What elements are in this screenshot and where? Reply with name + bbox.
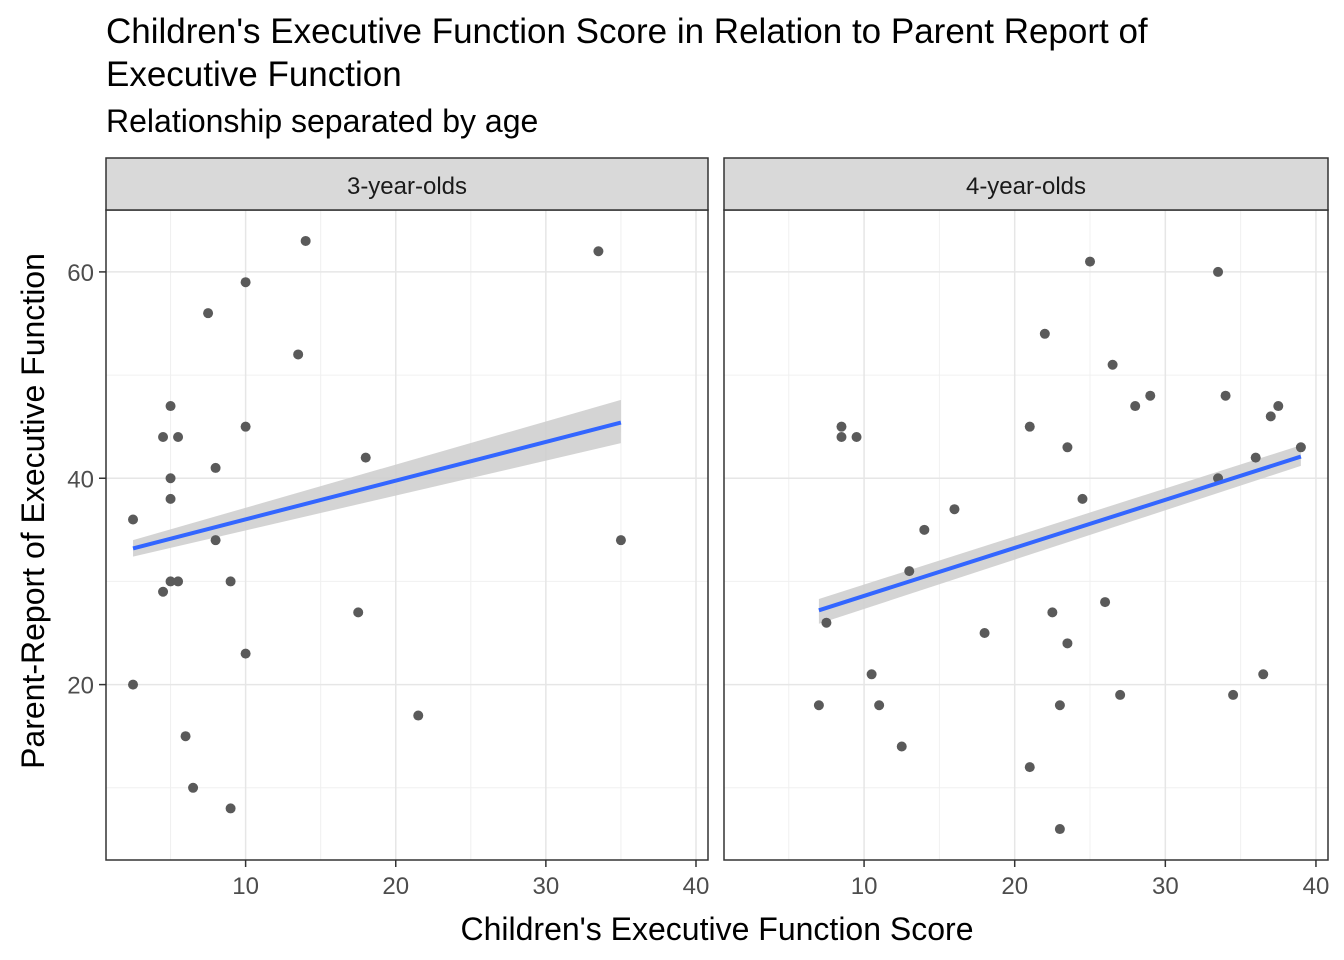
data-point — [1047, 607, 1058, 618]
data-point — [128, 514, 139, 525]
data-point — [1039, 328, 1050, 339]
data-point — [836, 431, 847, 442]
data-point — [203, 308, 214, 319]
regression-line — [818, 454, 1302, 613]
data-point — [180, 731, 191, 742]
data-point — [165, 473, 176, 484]
data-point — [813, 700, 824, 711]
data-point — [1024, 421, 1035, 432]
x-tick-label: 20 — [382, 873, 409, 900]
data-point — [1054, 824, 1065, 835]
data-point — [593, 246, 604, 257]
data-point — [979, 628, 990, 639]
data-point — [240, 648, 251, 659]
data-point — [1273, 401, 1284, 412]
data-point — [1024, 762, 1035, 773]
facet-panel: 3-year-olds 10 20 30 40 20 40 60 — [67, 157, 710, 900]
y-tick-label: 60 — [67, 260, 94, 287]
x-tick-label: 10 — [232, 873, 259, 900]
data-point — [128, 679, 139, 690]
data-point — [165, 401, 176, 412]
data-point — [225, 576, 236, 587]
y-tick-label: 20 — [67, 673, 94, 700]
x-tick-label: 30 — [533, 873, 560, 900]
data-point — [1062, 442, 1073, 453]
x-tick-label: 40 — [683, 873, 710, 900]
chart-subtitle: Relationship separated by age — [106, 103, 539, 139]
data-point — [1265, 411, 1276, 422]
facet-strip-label: 3-year-olds — [347, 173, 467, 200]
data-point — [173, 431, 184, 442]
data-point — [158, 431, 169, 442]
data-point — [1085, 256, 1096, 267]
chart-title: Children's Executive Function Score in R… — [106, 12, 1148, 94]
data-point — [413, 710, 424, 721]
data-point — [1062, 638, 1073, 649]
data-point — [1220, 390, 1231, 401]
x-tick-label: 20 — [1001, 873, 1028, 900]
data-point — [210, 462, 221, 473]
data-point — [1250, 452, 1261, 463]
data-point — [1145, 390, 1156, 401]
data-point — [210, 535, 221, 546]
data-point — [1130, 401, 1141, 412]
data-point — [240, 421, 251, 432]
data-point — [1115, 689, 1126, 700]
facet-strip — [105, 157, 709, 211]
data-point — [165, 493, 176, 504]
x-axis-title: Children's Executive Function Score — [460, 911, 973, 947]
facet-panel: 4-year-olds 10 20 30 40 — [723, 157, 1330, 900]
data-point — [615, 535, 626, 546]
data-point — [949, 504, 960, 515]
data-point — [821, 617, 832, 628]
data-point — [1258, 669, 1269, 680]
data-point — [360, 452, 371, 463]
y-axis-title: Parent-Report of Executive Function — [15, 253, 51, 769]
data-point — [158, 586, 169, 597]
data-point — [188, 782, 199, 793]
data-point — [1295, 442, 1306, 453]
data-point — [896, 741, 907, 752]
data-point — [240, 277, 251, 288]
regression-line — [132, 420, 622, 551]
data-point — [866, 669, 877, 680]
facet-strip-label: 4-year-olds — [966, 173, 1086, 200]
facet-strip — [723, 157, 1329, 211]
data-point — [353, 607, 364, 618]
data-point — [165, 576, 176, 587]
y-tick-label: 40 — [67, 466, 94, 493]
data-point — [874, 700, 885, 711]
x-tick-label: 10 — [851, 873, 878, 900]
data-point — [293, 349, 304, 360]
data-point — [904, 566, 915, 577]
data-point — [300, 235, 311, 246]
x-tick-label: 40 — [1303, 873, 1330, 900]
data-point — [1107, 359, 1118, 370]
data-point — [1054, 700, 1065, 711]
data-point — [1228, 689, 1239, 700]
data-point — [1100, 597, 1111, 608]
data-point — [851, 431, 862, 442]
data-point — [919, 524, 930, 535]
x-tick-label: 30 — [1152, 873, 1179, 900]
data-point — [1077, 493, 1088, 504]
data-point — [173, 576, 184, 587]
data-point — [1213, 266, 1224, 277]
data-point — [225, 803, 236, 814]
data-point — [836, 421, 847, 432]
